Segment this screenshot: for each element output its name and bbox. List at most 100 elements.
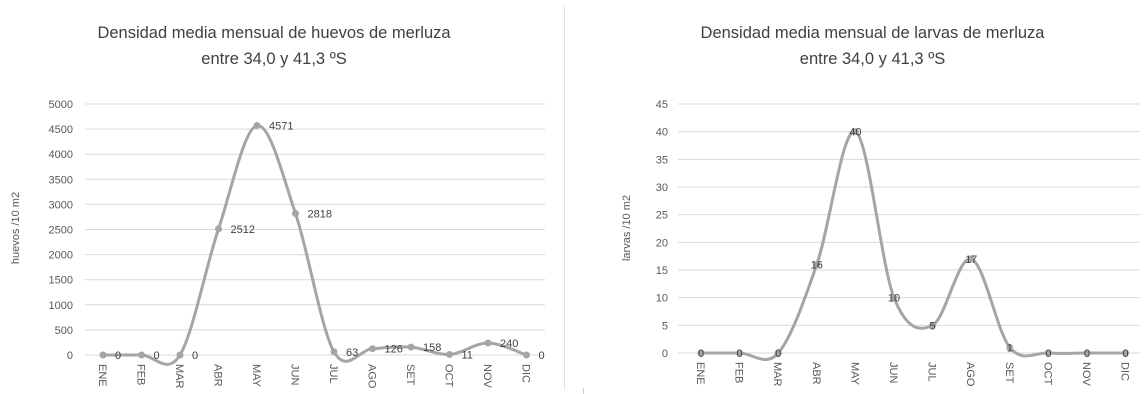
- y-tick-label: 40: [656, 127, 668, 139]
- y-tick-label: 1500: [49, 275, 73, 287]
- data-point: [697, 349, 705, 357]
- x-tick-label: MAR: [771, 362, 783, 387]
- eggs-chart-panel: Densidad media mensual de huevos de merl…: [0, 0, 565, 394]
- data-point: [446, 350, 453, 358]
- data-point: [736, 349, 744, 357]
- data-label: 5: [930, 320, 936, 332]
- series-line: [101, 124, 528, 366]
- x-tick-label: DIC: [520, 364, 532, 383]
- y-tick-label: 4500: [49, 124, 73, 136]
- data-label: 10: [888, 293, 900, 305]
- data-label: 0: [1123, 348, 1129, 360]
- y-tick-label: 20: [656, 237, 668, 249]
- x-tick-label: ENE: [96, 364, 108, 387]
- y-tick-label: 2500: [49, 225, 73, 237]
- data-point: [813, 260, 821, 268]
- x-tick-label: SET: [404, 364, 416, 386]
- y-tick-label: 0: [662, 348, 668, 360]
- chart-subtitle: entre 34,0 y 41,3 ºS: [201, 50, 347, 68]
- data-label: 16: [811, 259, 823, 271]
- data-label: 126: [385, 344, 403, 356]
- data-point: [215, 225, 222, 233]
- chart-title-line-1: Densidad media mensual de larvas de merl…: [700, 24, 1045, 42]
- y-tick-label: 500: [55, 325, 73, 337]
- larvae-chart-panel: Densidad media mensual de larvas de merl…: [585, 0, 1148, 394]
- data-point: [407, 343, 415, 351]
- x-tick-label: FEB: [733, 362, 745, 383]
- data-point: [774, 349, 782, 357]
- data-label: 0: [115, 350, 121, 362]
- y-tick-label: 3000: [49, 199, 73, 211]
- x-tick-label: ABR: [212, 364, 224, 387]
- y-tick-label: 1000: [49, 300, 73, 312]
- y-axis-title: larvas /10 m2: [621, 195, 633, 261]
- x-tick-label: AGO: [964, 362, 976, 387]
- data-label: 158: [423, 342, 441, 354]
- x-tick-label: OCT: [443, 364, 455, 388]
- panel-divider-tick: [583, 388, 584, 394]
- data-point: [1083, 349, 1091, 357]
- data-label: 0: [539, 350, 545, 362]
- panel-divider: [564, 6, 565, 390]
- y-tick-label: 15: [656, 265, 668, 277]
- data-point: [967, 255, 975, 263]
- chart-title-line-1: Densidad media mensual de huevos de merl…: [97, 24, 451, 42]
- data-label: 0: [775, 348, 781, 360]
- y-axis-title: huevos /10 m2: [10, 192, 22, 264]
- data-label: 40: [849, 127, 861, 139]
- data-label: 4571: [269, 121, 293, 133]
- data-label: 2512: [231, 224, 255, 236]
- x-tick-label: SET: [1003, 362, 1015, 384]
- x-tick-label: JUL: [327, 364, 339, 384]
- y-tick-label: 2000: [49, 250, 73, 262]
- data-point: [253, 122, 261, 130]
- x-tick-label: FEB: [135, 364, 147, 385]
- data-label: 0: [154, 350, 160, 362]
- data-label: 0: [192, 350, 198, 362]
- x-tick-label: NOV: [481, 364, 493, 389]
- data-point: [176, 351, 184, 359]
- x-tick-label: OCT: [1041, 362, 1053, 386]
- x-tick-label: MAY: [848, 362, 860, 386]
- x-tick-label: MAR: [173, 364, 185, 389]
- data-point: [1006, 343, 1014, 351]
- x-tick-label: MAY: [250, 364, 262, 388]
- data-label: 11: [462, 349, 473, 361]
- data-label: 2818: [308, 209, 332, 221]
- data-point: [1122, 349, 1130, 357]
- chart-subtitle: entre 34,0 y 41,3 ºS: [799, 50, 946, 68]
- chart-title: Densidad media mensual de larvas de merl…: [585, 20, 1148, 72]
- data-label: 0: [1084, 348, 1090, 360]
- y-tick-label: 45: [656, 99, 668, 111]
- y-tick-label: 10: [656, 293, 668, 305]
- y-tick-label: 5000: [49, 99, 73, 111]
- y-tick-label: 0: [67, 350, 73, 362]
- data-point: [330, 348, 338, 356]
- y-tick-label: 3500: [49, 174, 73, 186]
- x-tick-label: NOV: [1080, 362, 1092, 387]
- data-point: [484, 339, 492, 347]
- y-tick-label: 5: [662, 320, 668, 332]
- data-point: [292, 210, 299, 218]
- y-tick-label: 30: [656, 182, 668, 194]
- data-point: [138, 351, 145, 359]
- data-label: 0: [698, 348, 704, 360]
- data-point: [523, 351, 530, 359]
- x-tick-label: ENE: [694, 362, 706, 385]
- data-point: [851, 128, 859, 136]
- data-label: 1: [1007, 342, 1013, 354]
- data-point: [890, 294, 898, 302]
- x-tick-label: AGO: [366, 364, 378, 389]
- data-label: 0: [737, 348, 743, 360]
- chart-title: Densidad media mensual de huevos de merl…: [0, 20, 548, 72]
- data-label: 0: [1045, 348, 1051, 360]
- data-point: [929, 321, 937, 329]
- x-tick-label: ABR: [810, 362, 822, 385]
- data-point: [369, 345, 376, 353]
- x-tick-label: JUN: [289, 364, 301, 385]
- x-tick-label: DIC: [1119, 362, 1131, 381]
- x-tick-label: JUL: [926, 362, 938, 382]
- data-point: [99, 351, 107, 359]
- y-tick-label: 35: [656, 154, 668, 166]
